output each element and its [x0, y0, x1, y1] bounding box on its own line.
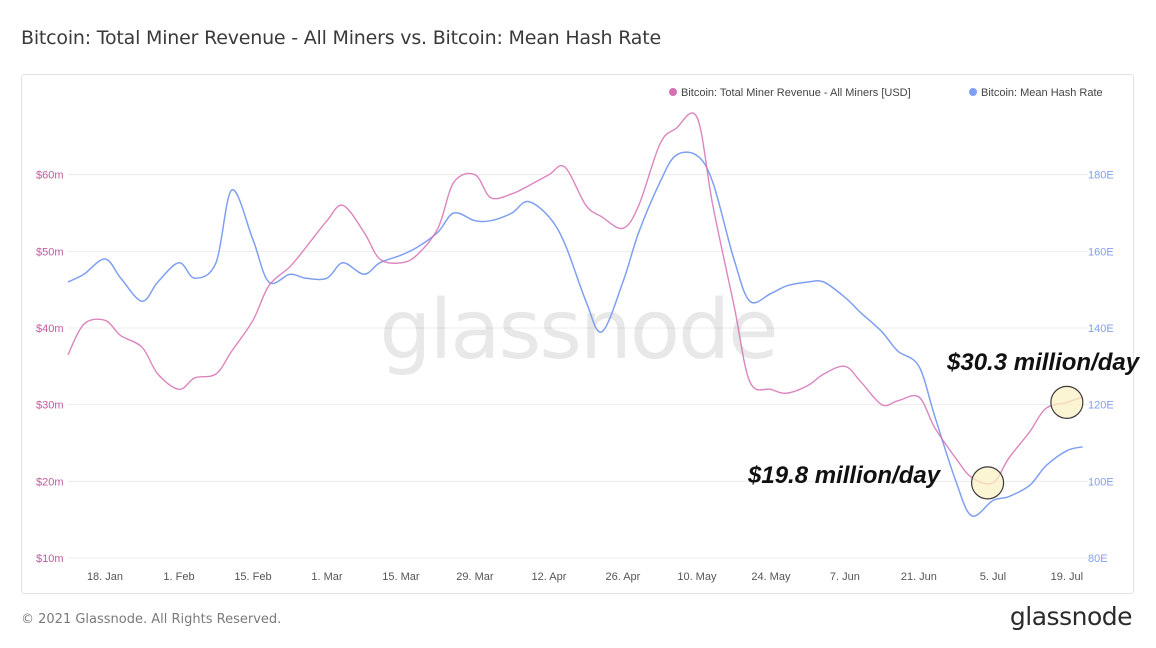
x-tick-label: 15. Mar: [382, 571, 420, 583]
y-axis-left: $10m $20m $30m $40m $50m $60m: [36, 170, 64, 565]
y-left-tick-label: $60m: [36, 170, 64, 182]
x-tick-label: 1. Mar: [311, 571, 343, 583]
chart-title: Bitcoin: Total Miner Revenue - All Miner…: [21, 27, 661, 49]
y-right-tick-label: 140E: [1088, 323, 1114, 335]
y-left-tick-label: $10m: [36, 553, 64, 565]
annotation-30-3: $30.3 million/day: [947, 349, 1140, 376]
x-axis: 18. Jan 1. Feb 15. Feb 1. Mar 15. Mar 29. Mar…: [87, 571, 1083, 583]
x-tick-label: 29. Mar: [456, 571, 494, 583]
y-left-tick-label: $50m: [36, 246, 64, 258]
x-tick-label: 19. Jul: [1051, 571, 1083, 583]
legend-marker-revenue: [669, 88, 677, 96]
y-right-tick-label: 180E: [1088, 170, 1114, 182]
annotation-19-8: $19.8 million/day: [748, 462, 941, 489]
x-tick-label: 18. Jan: [87, 571, 123, 583]
gridlines: [68, 174, 1088, 559]
chart-panel: [21, 74, 1134, 594]
y-left-tick-label: $30m: [36, 400, 64, 412]
y-axis-right: 80E 100E 120E 140E 160E 180E: [1088, 170, 1114, 565]
y-right-tick-label: 80E: [1088, 553, 1108, 565]
legend-label-hashrate: Bitcoin: Mean Hash Rate: [981, 87, 1103, 99]
highlight-circle: [1050, 385, 1084, 419]
legend: Bitcoin: Total Miner Revenue - All Miner…: [669, 87, 1103, 99]
y-right-tick-label: 120E: [1088, 400, 1114, 412]
y-right-tick-label: 100E: [1088, 476, 1114, 488]
x-tick-label: 7. Jun: [830, 571, 860, 583]
y-left-tick-label: $40m: [36, 323, 64, 335]
x-tick-label: 1. Feb: [163, 571, 194, 583]
x-tick-label: 21. Jun: [901, 571, 937, 583]
series-line-hash-rate: [67, 151, 1083, 517]
highlight-circles: [970, 385, 1084, 500]
y-right-tick-label: 160E: [1088, 246, 1114, 258]
x-tick-label: 15. Feb: [234, 571, 271, 583]
legend-marker-hashrate: [969, 88, 977, 96]
series-line-miner-revenue: [67, 112, 1083, 485]
x-tick-label: 24. May: [751, 571, 791, 583]
copyright: © 2021 Glassnode. All Rights Reserved.: [21, 612, 282, 627]
watermark: glassnode: [379, 283, 776, 378]
legend-label-revenue: Bitcoin: Total Miner Revenue - All Miner…: [681, 87, 911, 99]
x-tick-label: 10. May: [677, 571, 717, 583]
y-left-tick-label: $20m: [36, 476, 64, 488]
x-tick-label: 26. Apr: [605, 571, 640, 583]
x-tick-label: 5. Jul: [980, 571, 1006, 583]
series-lines: [67, 112, 1083, 517]
brand-logo: glassnode: [1009, 602, 1133, 631]
x-tick-label: 12. Apr: [532, 571, 567, 583]
highlight-circle: [970, 466, 1005, 500]
